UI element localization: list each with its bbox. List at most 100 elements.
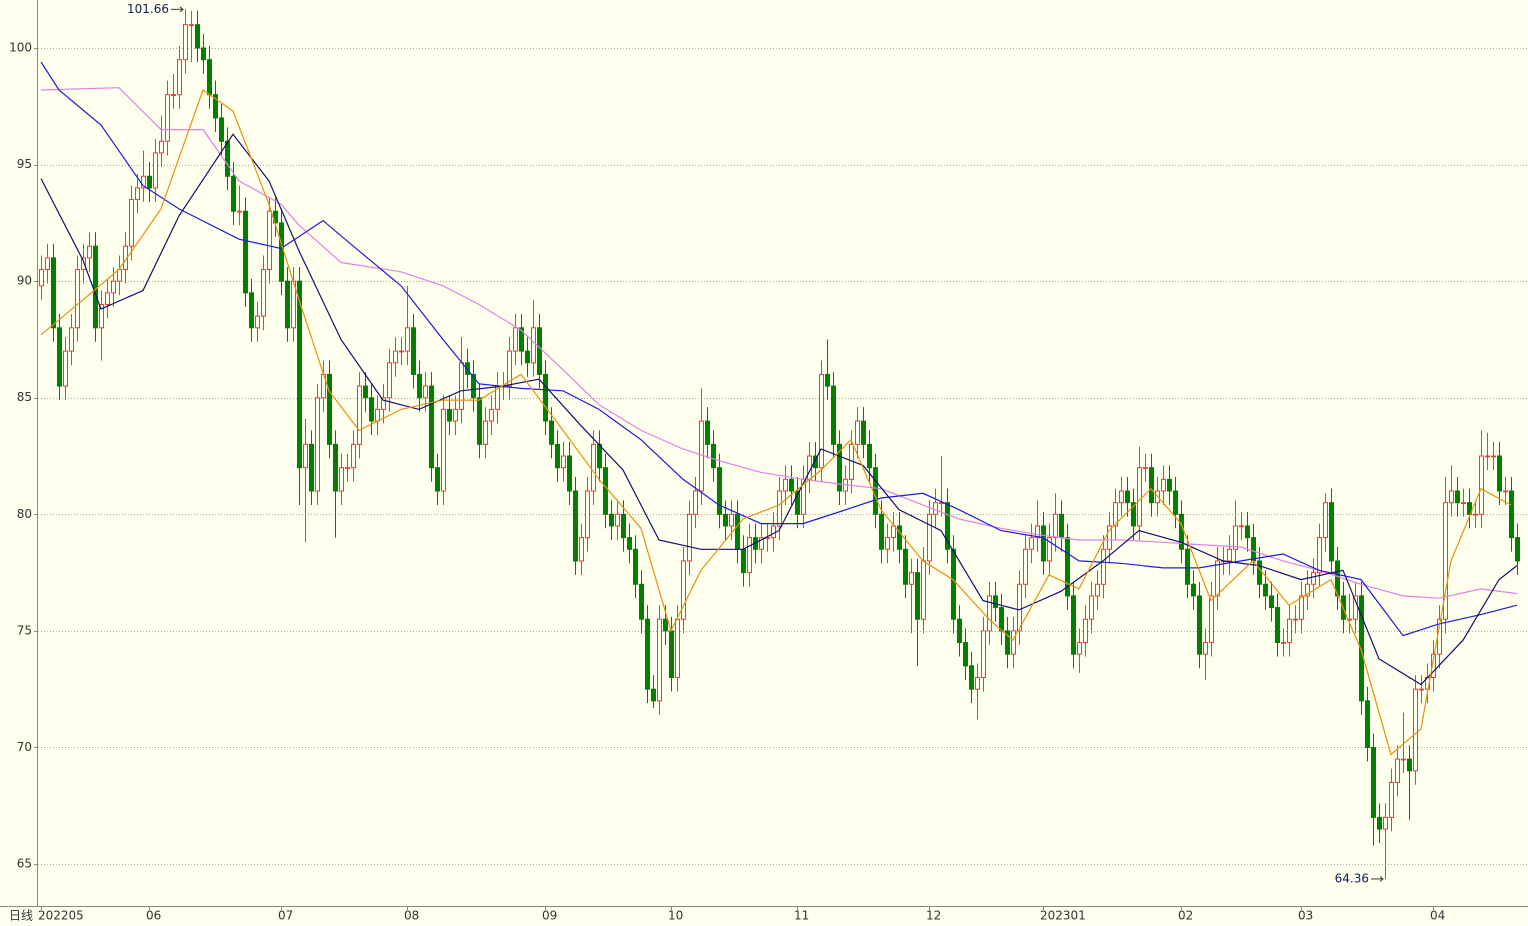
- candle-body: [1137, 467, 1142, 527]
- candle-body: [483, 420, 488, 445]
- candle-body: [741, 548, 746, 574]
- candle-body: [957, 618, 962, 644]
- candle-body: [105, 292, 110, 305]
- candle-body: [201, 47, 206, 61]
- candle-body: [1365, 700, 1370, 748]
- candle-body: [525, 350, 530, 364]
- y-tick-label: 85: [17, 390, 32, 404]
- candle-body: [327, 373, 332, 445]
- candle-body: [45, 257, 50, 271]
- candle-body: [183, 24, 188, 61]
- candle-body: [81, 257, 86, 271]
- candle-body: [903, 548, 908, 585]
- candle-body: [1419, 688, 1424, 691]
- candle-body: [633, 548, 638, 585]
- candle-body: [1197, 595, 1202, 655]
- candle-body: [1191, 583, 1196, 597]
- candle-body: [465, 362, 470, 375]
- candle-body: [795, 490, 800, 515]
- candle-body: [921, 560, 926, 620]
- candle-body: [1377, 816, 1382, 830]
- candle-body: [1035, 525, 1040, 539]
- candle-body: [129, 199, 134, 247]
- candle-body: [177, 59, 182, 96]
- x-tick-label: 04: [1430, 909, 1445, 923]
- candle-body: [1053, 513, 1058, 539]
- candle-body: [1467, 502, 1472, 515]
- candle-body: [411, 327, 416, 375]
- candle-body: [459, 362, 464, 410]
- candle-body: [417, 373, 422, 399]
- candle-body: [555, 443, 560, 469]
- candle-body: [1107, 525, 1112, 550]
- candle-body: [609, 513, 614, 527]
- candle-body: [1179, 513, 1184, 550]
- moving-average-line: [40, 133, 1518, 686]
- candle-body: [1461, 502, 1466, 504]
- candle-body: [789, 478, 794, 492]
- x-tick-label: 202301: [1040, 909, 1086, 923]
- candle-body: [477, 397, 482, 445]
- candle-body: [1029, 537, 1034, 550]
- candle-body: [285, 280, 290, 329]
- candle-body: [969, 665, 974, 690]
- y-tick-label: 80: [17, 507, 32, 521]
- candle-body: [813, 455, 818, 469]
- candle-body: [1095, 583, 1100, 597]
- candle-body: [351, 443, 356, 469]
- candle-body: [357, 385, 362, 445]
- candle-body: [885, 537, 890, 550]
- candle-body: [1401, 758, 1406, 761]
- candle-body: [729, 513, 734, 527]
- candle-body: [375, 408, 380, 422]
- candle-body: [1161, 478, 1166, 492]
- candle-body: [1041, 525, 1046, 562]
- candle-body: [615, 513, 620, 527]
- annotation-label: 101.66: [127, 2, 169, 16]
- candle-body: [1395, 758, 1400, 783]
- candle-body: [363, 385, 368, 399]
- candle-body: [621, 513, 626, 539]
- candle-body: [249, 292, 254, 329]
- candle-body: [513, 327, 518, 352]
- y-tick-label: 95: [17, 157, 32, 171]
- candle-body: [237, 210, 242, 213]
- candle-body: [261, 269, 266, 317]
- candle-body: [855, 420, 860, 445]
- candle-body: [1131, 502, 1136, 527]
- candle-body: [825, 373, 830, 387]
- candle-body: [639, 583, 644, 620]
- candle-body: [675, 618, 680, 679]
- candle-body: [1173, 490, 1178, 515]
- candle-body: [771, 525, 776, 539]
- x-tick-label: 202205: [38, 909, 84, 923]
- candle-body: [309, 443, 314, 492]
- candle-body: [189, 24, 194, 27]
- candle-body: [897, 525, 902, 550]
- candle-body: [819, 373, 824, 469]
- candle-body: [1125, 490, 1130, 504]
- candle-body: [723, 513, 728, 527]
- candle-body: [585, 490, 590, 539]
- candle-body: [387, 362, 392, 399]
- candle-body: [171, 94, 176, 96]
- candle-body: [1275, 607, 1280, 644]
- candle-body: [1311, 572, 1316, 585]
- period-label: 日线: [9, 909, 33, 923]
- candle-body: [1047, 537, 1052, 562]
- candle-body: [381, 397, 386, 410]
- candle-body: [1017, 583, 1022, 632]
- candle-body: [1251, 537, 1256, 562]
- x-tick-label: 12: [926, 909, 941, 923]
- candle-body: [1119, 490, 1124, 504]
- x-tick-label: 11: [794, 909, 809, 923]
- x-tick-label: 07: [278, 909, 293, 923]
- candle-body: [651, 688, 656, 702]
- candle-body: [1269, 595, 1274, 609]
- candle-body: [603, 467, 608, 515]
- candle-body: [63, 350, 68, 387]
- candle-body: [279, 222, 284, 282]
- y-tick-label: 70: [17, 740, 32, 754]
